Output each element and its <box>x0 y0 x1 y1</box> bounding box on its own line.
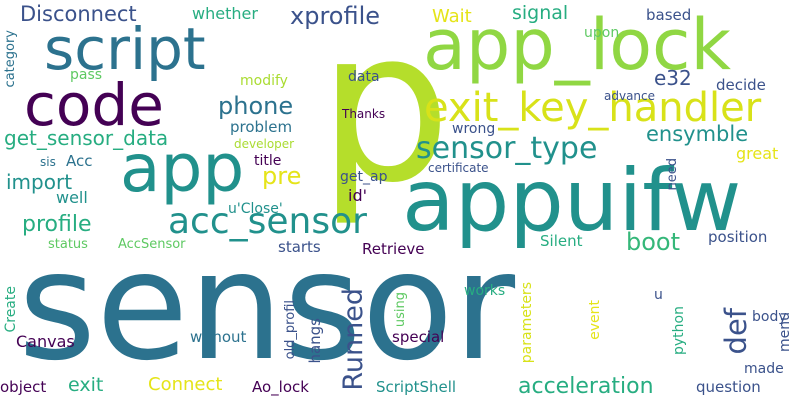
word-ensymble: ensymble <box>646 122 749 146</box>
word-accsensor: AccSensor <box>118 237 186 252</box>
word-runned: Runned <box>338 288 369 391</box>
word-well: well <box>56 188 88 207</box>
word-sensor-type: sensor_type <box>416 131 598 166</box>
word-based: based <box>646 6 692 24</box>
word-get-ap: get_ap <box>340 169 388 185</box>
word-script: script <box>44 15 206 83</box>
word-u: u <box>654 287 663 303</box>
word-acc-sensor: acc_sensor <box>168 201 367 242</box>
word-acceleration: acceleration <box>518 374 654 399</box>
word-pass: pass <box>70 67 103 83</box>
word-xprofile: xprofile <box>290 2 381 30</box>
word-question: question <box>696 378 761 396</box>
word-position: position <box>708 228 768 246</box>
word-code: code <box>24 71 164 139</box>
word-wait: Wait <box>432 6 472 27</box>
word-ao-lock: Ao_lock <box>252 378 309 396</box>
word-title: title <box>254 153 282 169</box>
word-python: python <box>671 306 687 355</box>
word-id: id' <box>348 186 367 205</box>
word-get-sensor-data: get_sensor_data <box>4 126 169 150</box>
word-problem: problem <box>230 118 293 136</box>
word-upon: upon <box>584 25 620 41</box>
word-silent: Silent <box>540 232 583 250</box>
word-def: def <box>719 308 753 355</box>
word-boot: boot <box>626 228 681 256</box>
word-advance: advance <box>604 89 656 103</box>
word-disconnect: Disconnect <box>20 2 137 26</box>
word-u-close: u'Close' <box>228 201 283 217</box>
word-thanks: Thanks <box>342 107 386 121</box>
word-certificate: certificate <box>428 161 489 175</box>
word-developer: developer <box>234 137 295 151</box>
word-exit: exit <box>68 374 104 396</box>
word-body: body <box>752 309 787 325</box>
word-menu: menu <box>777 312 793 352</box>
word-pre: pre <box>262 162 302 190</box>
word-canvas: Canvas <box>16 332 75 351</box>
word-category: category <box>3 30 18 88</box>
word-retrieve: Retrieve <box>362 240 425 258</box>
word-app-lock: app_lock <box>423 4 732 86</box>
word-whether: whether <box>192 4 258 23</box>
word-import: import <box>6 170 73 194</box>
word-modify: modify <box>240 73 288 89</box>
word-need: need <box>665 158 680 191</box>
word-decide: decide <box>716 76 766 94</box>
word-exit-key-handler: exit_key_handler <box>424 85 762 131</box>
word-using: using <box>393 292 408 328</box>
word-app: app <box>120 130 245 207</box>
word-connect: Connect <box>148 374 223 395</box>
word-works: works <box>464 283 506 299</box>
word-great: great <box>736 144 779 163</box>
word-profile: profile <box>22 212 92 237</box>
word-e32: e32 <box>654 66 692 90</box>
word-made: made <box>744 361 784 377</box>
word-parameters: parameters <box>519 282 535 364</box>
word-status: status <box>48 237 88 252</box>
word-event: event <box>587 300 603 340</box>
word-appuifw: appuifw <box>402 151 742 251</box>
word-signal: signal <box>512 2 569 24</box>
word-object: object <box>0 378 47 396</box>
word-special: special <box>392 328 445 346</box>
word-wrong: wrong <box>452 121 496 137</box>
word-create: Create <box>3 286 19 333</box>
word-sensor: sensor <box>18 220 516 394</box>
word-hangs: hangs <box>306 318 324 364</box>
word-old-profil: old_profil <box>283 300 298 360</box>
word-scriptshell: ScriptShell <box>376 378 457 396</box>
word-starts: starts <box>278 238 321 256</box>
word-p: p <box>318 0 452 229</box>
word-data: data <box>348 69 380 85</box>
word-phone: phone <box>218 92 294 120</box>
word-sis: sis <box>40 155 56 169</box>
word-acc: Acc <box>66 152 93 170</box>
word-without: without <box>190 328 247 346</box>
